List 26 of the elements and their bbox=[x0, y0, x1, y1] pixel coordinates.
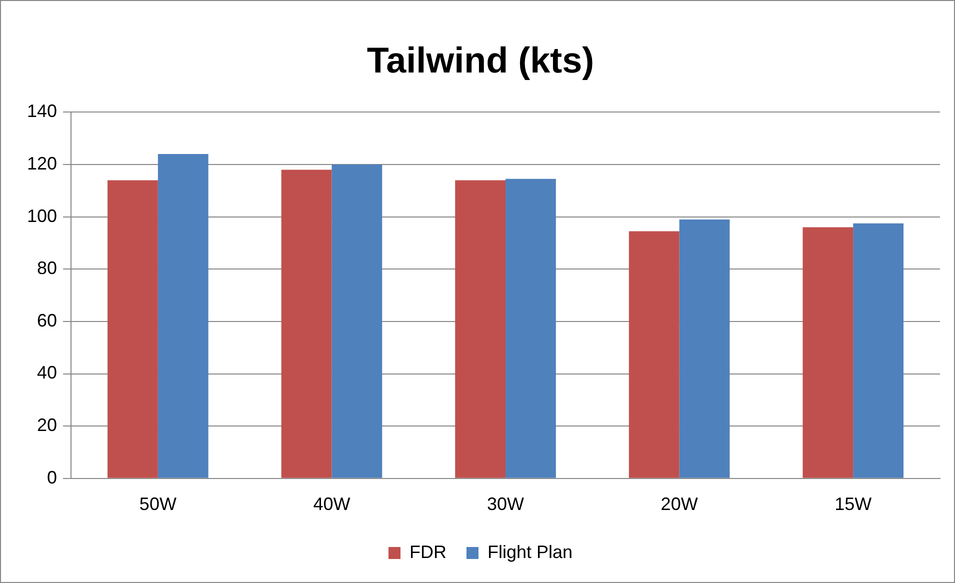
bar bbox=[853, 223, 904, 478]
bar bbox=[679, 219, 730, 478]
x-tick-label: 50W bbox=[139, 494, 176, 514]
chart-title: Tailwind (kts) bbox=[366, 40, 594, 81]
legend-label: FDR bbox=[409, 542, 446, 562]
bar bbox=[108, 180, 158, 478]
bar bbox=[802, 227, 854, 478]
bar bbox=[332, 164, 382, 478]
y-tick-label: 100 bbox=[26, 206, 58, 226]
x-tick-label: 40W bbox=[313, 494, 350, 514]
bar bbox=[158, 154, 208, 478]
x-tick-label: 30W bbox=[487, 494, 524, 514]
bar bbox=[628, 231, 680, 478]
y-tick-label: 40 bbox=[37, 362, 58, 383]
y-tick-label: 60 bbox=[37, 310, 58, 330]
x-tick-label: 15W bbox=[834, 494, 872, 514]
y-tick-label: 140 bbox=[26, 101, 58, 122]
x-tick-label: 20W bbox=[660, 494, 698, 514]
bar bbox=[506, 178, 556, 478]
y-tick-label: 0 bbox=[47, 467, 58, 488]
legend-label: Flight Plan bbox=[487, 542, 573, 562]
bar bbox=[455, 180, 506, 478]
y-tick-label: 120 bbox=[26, 153, 58, 174]
y-tick-label: 20 bbox=[37, 415, 58, 436]
y-tick-label: 80 bbox=[37, 258, 58, 278]
bar bbox=[281, 170, 332, 478]
